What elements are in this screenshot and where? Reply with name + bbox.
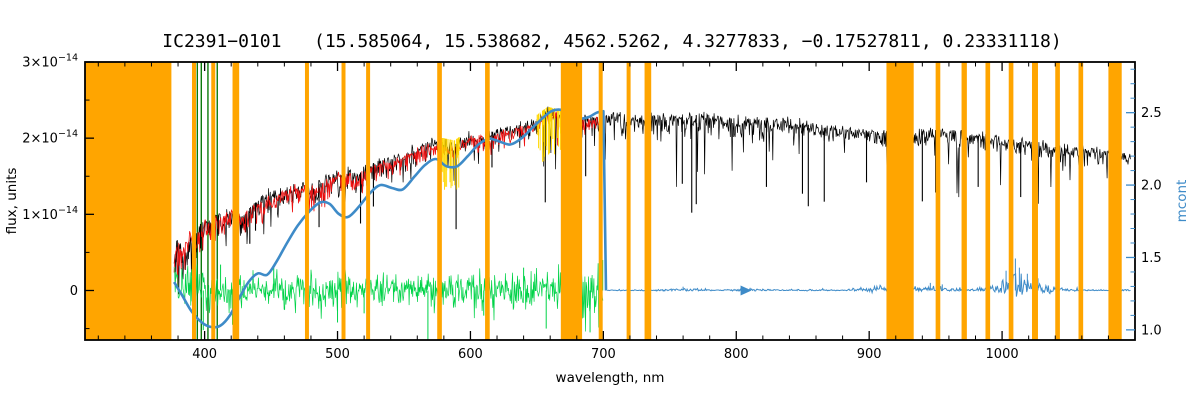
y-tick-label: 0 bbox=[70, 284, 78, 299]
plot-axes-layer: 400 500 600 700 800 900 1000 0 1×10−14 2×10−14 3×1… bbox=[22, 53, 1161, 363]
masked-band bbox=[437, 62, 442, 340]
masked-band bbox=[886, 62, 914, 340]
masked-band bbox=[232, 62, 240, 340]
masked-band bbox=[211, 62, 216, 340]
baseline-path bbox=[607, 272, 1131, 297]
plot-frame bbox=[84, 61, 1136, 341]
y2-tick-label: 2.5 bbox=[1141, 106, 1162, 121]
mcont-curve bbox=[172, 108, 608, 329]
observed-spectrum-path bbox=[173, 106, 1131, 295]
masked-band bbox=[191, 62, 196, 340]
masked-band bbox=[304, 62, 309, 340]
y2-axis-label: mcont bbox=[1174, 180, 1190, 223]
masked-band bbox=[366, 62, 371, 340]
masked-band bbox=[85, 62, 172, 340]
x-tick-label: 600 bbox=[458, 347, 483, 362]
masked-band bbox=[961, 62, 967, 340]
masked-band bbox=[644, 62, 652, 340]
y-tick-label: 1×10−14 bbox=[22, 205, 78, 223]
y2-tick-label: 2.0 bbox=[1141, 179, 1162, 194]
y-axis-label: flux, units bbox=[4, 168, 20, 235]
x-tick-label: 900 bbox=[857, 347, 882, 362]
x-axis-label: wavelength, nm bbox=[556, 370, 665, 386]
residual-path bbox=[173, 259, 604, 332]
masked-band bbox=[1078, 62, 1084, 340]
plot-data-layer bbox=[85, 62, 1131, 340]
y2-tick-label: 1.5 bbox=[1141, 251, 1162, 266]
plot-title: IC2391−0101 (15.585064, 15.538682, 4562.… bbox=[162, 31, 1061, 52]
x-tick-label: 700 bbox=[591, 347, 616, 362]
y-tick-label: 3×10−14 bbox=[22, 53, 78, 71]
y-tick-label: 2×10−14 bbox=[22, 129, 78, 147]
x-tick-label: 1000 bbox=[986, 347, 1019, 362]
masked-band bbox=[626, 62, 631, 340]
x-tick-label: 800 bbox=[724, 347, 749, 362]
x-tick-label: 500 bbox=[325, 347, 350, 362]
masked-band bbox=[598, 62, 603, 340]
x-tick-label: 400 bbox=[192, 347, 217, 362]
masked-band bbox=[1031, 62, 1038, 340]
y2-tick-label: 1.0 bbox=[1141, 323, 1162, 338]
masked-band bbox=[935, 62, 941, 340]
masked-band bbox=[1055, 62, 1060, 340]
masked-band bbox=[1108, 62, 1122, 340]
masked-band bbox=[485, 62, 490, 340]
masked-band bbox=[341, 62, 346, 340]
masked-band bbox=[560, 62, 583, 340]
masked-band bbox=[1008, 62, 1014, 340]
baseline-triangle-marker bbox=[740, 285, 752, 296]
masked-band bbox=[985, 62, 991, 340]
